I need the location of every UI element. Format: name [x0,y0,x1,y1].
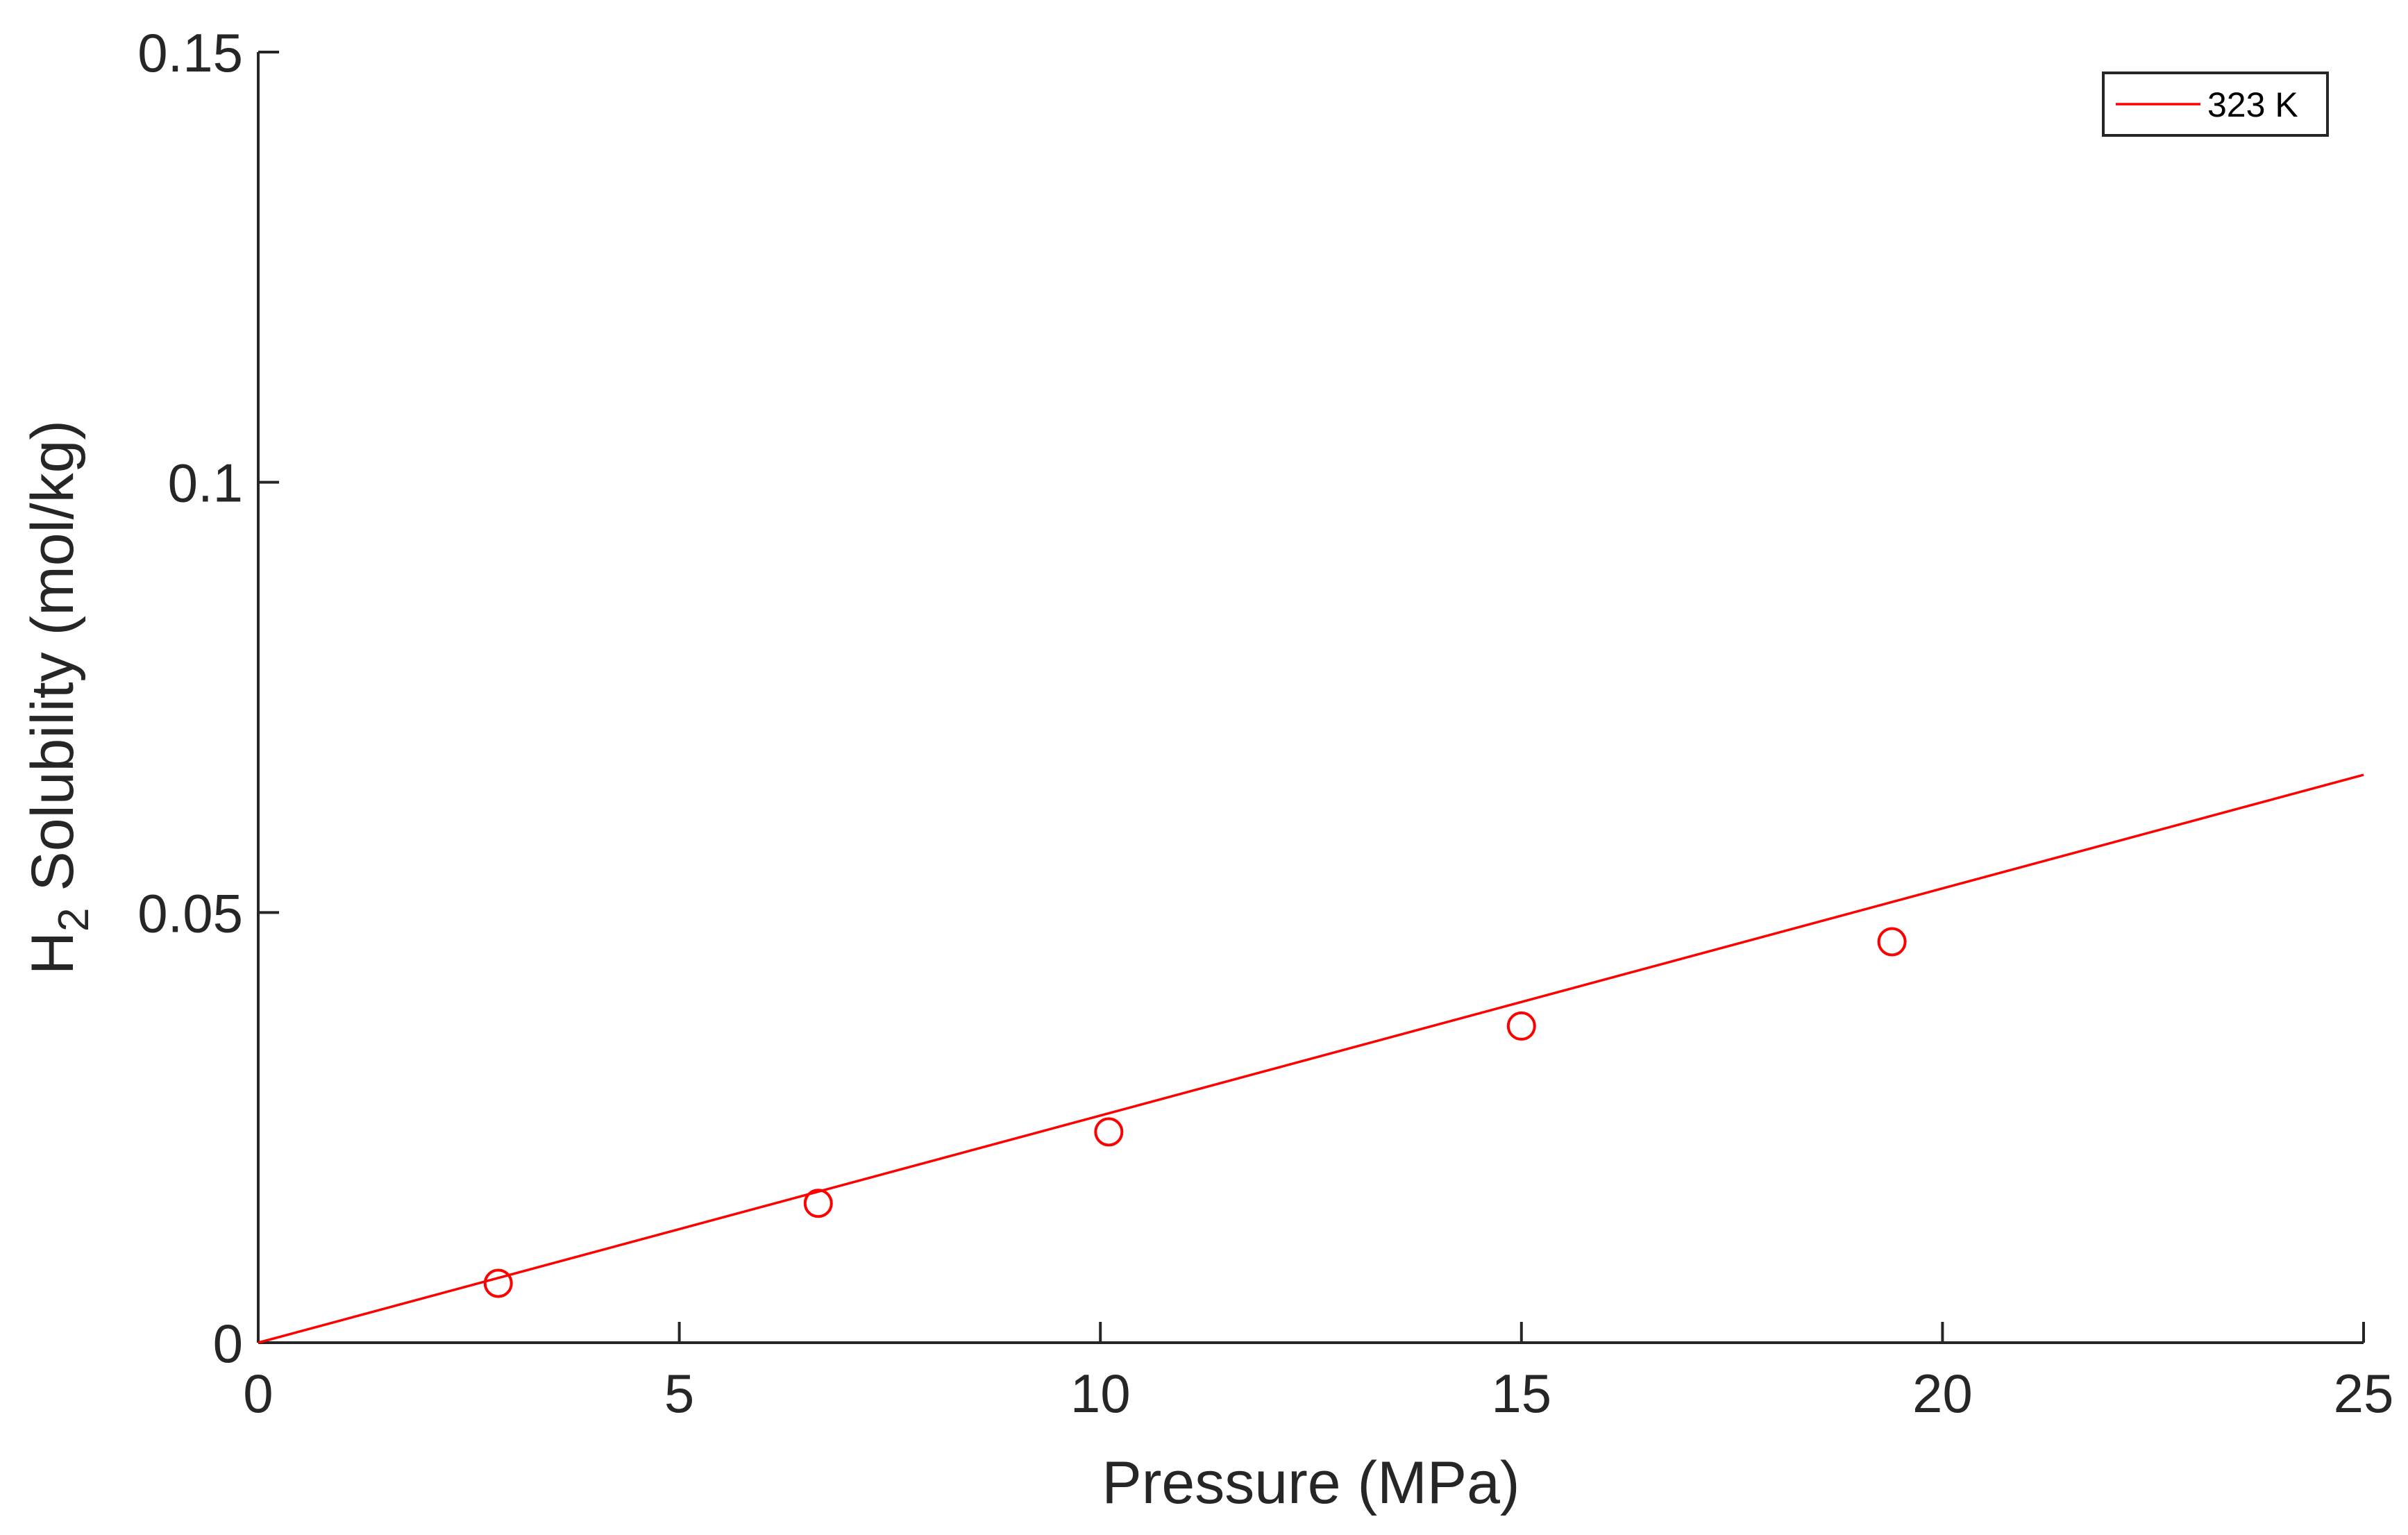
legend-entry-label: 323 K [2207,85,2298,124]
y-tick-label: 0.1 [168,453,243,514]
y-tick-label: 0.05 [137,882,243,943]
y-axis-title: H2 Solubility (mol/kg) [19,420,98,975]
data-point-marker [803,1189,833,1218]
x-tick-label: 20 [1912,1363,1973,1424]
y-axis-title-subscript: 2 [50,907,98,931]
y-axis-ticks: 0 0.05 0.1 0.15 [137,22,279,1374]
x-tick-label: 15 [1491,1363,1551,1424]
x-tick-label: 5 [664,1363,694,1424]
data-point-marker [1506,1011,1536,1041]
y-tick-label: 0 [213,1313,243,1374]
x-tick-label: 10 [1070,1363,1131,1424]
x-tick-label: 25 [2334,1363,2394,1424]
y-tick-label: 0.15 [137,22,243,83]
y-axis-title-prefix: H [19,932,86,975]
series-layer [258,773,2364,1344]
data-point-marker [483,1268,513,1298]
data-point-marker [1877,927,1907,957]
fit-line-323k [258,773,2364,1344]
x-axis-title: Pressure (MPa) [1102,1450,1519,1516]
y-axis-title-suffix: Solubility (mol/kg) [19,420,86,908]
legend: 323 K [2102,72,2329,137]
data-point-marker [1094,1117,1124,1147]
axes [257,52,2364,1344]
x-tick-label: 0 [243,1363,273,1424]
x-axis-ticks: 0 5 10 15 20 25 [243,1322,2393,1424]
